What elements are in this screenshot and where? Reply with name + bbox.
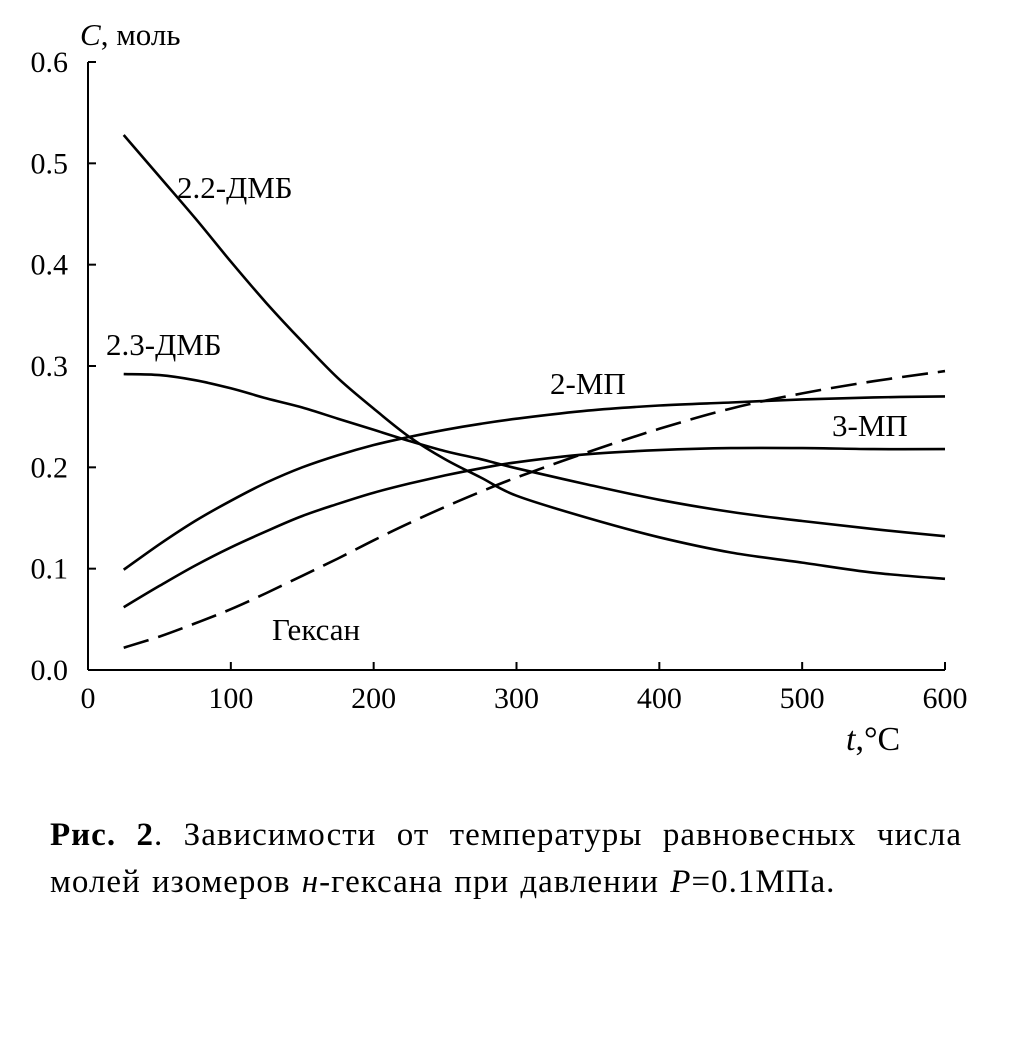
series-line-2 xyxy=(122,395,946,571)
series-label-23dmb: 2.3-ДМБ xyxy=(106,327,222,362)
series-label-2mp: 2-МП xyxy=(550,366,626,401)
x-axis-label: t,°C xyxy=(846,721,900,758)
y-tick-label: 0.1 xyxy=(31,553,69,586)
x-tick-label: 100 xyxy=(208,682,253,715)
y-axis-label: C, моль xyxy=(80,17,181,52)
series-line-0 xyxy=(122,134,946,581)
x-axis-unit: ,°C xyxy=(855,721,900,758)
y-tick-label: 0.3 xyxy=(31,350,69,383)
series-line-3 xyxy=(123,446,946,609)
caption-italic-n: н xyxy=(301,863,320,900)
y-tick-label: 0.6 xyxy=(31,46,69,79)
x-tick-label: 200 xyxy=(351,682,396,715)
x-tick-label: 0 xyxy=(81,682,96,715)
line-chart: 0 100 200 300 400 500 600 0.00.10.20.30.40.50.… xyxy=(31,17,968,758)
caption-pressure-value: =0.1МПа. xyxy=(691,863,836,900)
caption-text-2: -гексана при давлении xyxy=(319,863,671,900)
figure-caption: Рис. 2. Зависимости от температуры равно… xyxy=(50,812,962,906)
series-lines xyxy=(122,134,946,649)
x-tick-label: 600 xyxy=(923,682,968,715)
x-ticks: 0 100 200 300 400 500 600 xyxy=(81,662,968,715)
x-tick-label: 500 xyxy=(780,682,825,715)
series-label-22dmb: 2.2-ДМБ xyxy=(177,170,293,205)
y-tick-label: 0.4 xyxy=(31,249,69,282)
series-label-hexane: Гексан xyxy=(272,612,360,647)
caption-pressure-variable: P xyxy=(670,863,692,900)
y-tick-label: 0.2 xyxy=(31,451,69,484)
y-tick-label: 0.0 xyxy=(31,654,69,687)
y-tick-label: 0.5 xyxy=(31,147,69,180)
series-line-1 xyxy=(123,372,946,538)
x-axis-variable: t xyxy=(846,721,857,758)
x-tick-label: 400 xyxy=(637,682,682,715)
series-line-4 xyxy=(123,369,946,649)
y-axis-variable: C xyxy=(80,17,101,52)
caption-text-1: . Зависимости от температуры равновесных… xyxy=(50,817,962,900)
series-label-3mp: 3-МП xyxy=(832,408,908,443)
figure-number: Рис. 2 xyxy=(50,817,154,853)
x-tick-label: 300 xyxy=(494,682,539,715)
y-axis-unit: , моль xyxy=(101,17,181,52)
y-ticks: 0.0 0.1 0.2 0.3 0.4 0.5 0.6 xyxy=(31,46,96,687)
chart-axes xyxy=(87,62,945,671)
